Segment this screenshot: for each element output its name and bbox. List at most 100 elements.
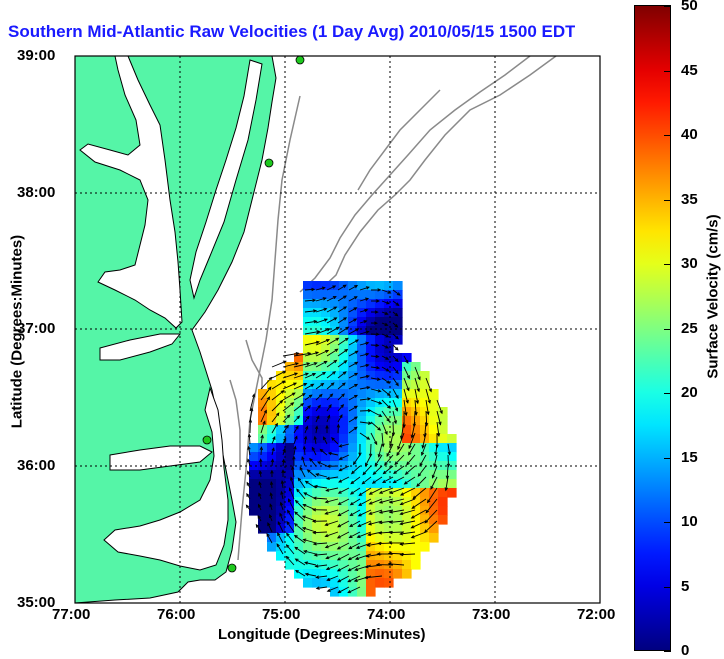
velocity-vector-head xyxy=(315,575,320,579)
velocity-cell xyxy=(411,398,421,408)
velocity-cell xyxy=(285,452,295,462)
velocity-vector xyxy=(337,414,343,423)
velocity-vector-head xyxy=(405,359,409,364)
velocity-vector xyxy=(305,480,317,489)
velocity-vector xyxy=(304,373,316,379)
velocity-cell xyxy=(321,524,331,534)
velocity-cell xyxy=(276,407,286,417)
velocity-cell xyxy=(339,515,349,525)
velocity-vector xyxy=(290,477,295,489)
velocity-vector xyxy=(359,320,367,324)
velocity-vector xyxy=(255,524,262,533)
velocity-vector xyxy=(288,498,295,511)
velocity-cell xyxy=(303,515,313,525)
station-marker[interactable] xyxy=(227,563,237,573)
velocity-vector-head xyxy=(353,426,358,431)
velocity-vector-head xyxy=(421,451,425,456)
velocity-vector xyxy=(281,480,284,489)
velocity-cell xyxy=(285,434,295,444)
velocity-cell xyxy=(348,317,358,327)
velocity-cell xyxy=(384,488,394,498)
velocity-vector-head xyxy=(354,372,359,377)
velocity-vector xyxy=(325,520,339,526)
velocity-vector-head xyxy=(438,421,442,426)
velocity-vector xyxy=(326,296,337,302)
velocity-cell xyxy=(375,407,385,417)
velocity-cell xyxy=(339,407,349,417)
velocity-vector-head xyxy=(299,466,303,471)
velocity-cell xyxy=(384,461,394,471)
velocity-cell xyxy=(303,344,313,354)
velocity-vector xyxy=(337,306,347,313)
velocity-cell xyxy=(402,542,412,552)
station-marker[interactable] xyxy=(202,435,212,445)
velocity-vector xyxy=(317,461,328,467)
velocity-cell xyxy=(438,425,448,435)
velocity-cell xyxy=(366,299,376,309)
velocity-vector xyxy=(315,415,320,423)
velocity-vector-head xyxy=(354,405,358,410)
velocity-vector-head xyxy=(338,444,343,448)
velocity-cell xyxy=(276,506,286,516)
velocity-vector-head xyxy=(377,288,382,292)
velocity-vector xyxy=(326,415,330,423)
velocity-vector-head xyxy=(343,306,348,310)
velocity-cell xyxy=(267,533,277,543)
velocity-vector xyxy=(392,333,399,340)
velocity-cell xyxy=(438,407,448,417)
velocity-cell xyxy=(348,533,358,543)
velocity-vector xyxy=(411,531,427,539)
velocity-vector xyxy=(293,383,307,390)
velocity-vector xyxy=(400,531,416,535)
station-marker[interactable] xyxy=(295,55,305,65)
velocity-vector xyxy=(337,337,349,346)
velocity-vector-head xyxy=(365,286,370,290)
velocity-vector xyxy=(293,436,298,445)
velocity-vector-head xyxy=(251,393,256,398)
velocity-vector-head xyxy=(339,414,343,419)
velocity-cell xyxy=(285,506,295,516)
velocity-vector-head xyxy=(367,421,373,425)
velocity-vector xyxy=(435,443,438,456)
velocity-vector xyxy=(315,287,325,291)
velocity-cell xyxy=(366,326,376,336)
velocity-vector-head xyxy=(326,328,331,332)
velocity-vector-head xyxy=(328,404,332,408)
velocity-vector-head xyxy=(293,523,298,527)
velocity-vector xyxy=(359,309,368,313)
velocity-cell xyxy=(348,380,358,390)
velocity-vector xyxy=(282,402,294,412)
velocity-cell xyxy=(384,515,394,525)
velocity-vector-head xyxy=(336,535,341,539)
velocity-cell xyxy=(330,443,340,453)
velocity-vector-head xyxy=(416,483,420,488)
velocity-cell xyxy=(339,578,349,588)
velocity-vector xyxy=(282,459,285,467)
velocity-cell xyxy=(294,569,304,579)
velocity-cell xyxy=(339,470,349,480)
colorbar-tick-label: 45 xyxy=(681,61,698,79)
velocity-cell xyxy=(258,470,268,480)
velocity-vector xyxy=(419,454,427,466)
velocity-vector xyxy=(372,476,383,484)
velocity-vector xyxy=(326,337,339,346)
velocity-cell xyxy=(402,371,412,381)
velocity-cell xyxy=(258,434,268,444)
velocity-cell xyxy=(393,524,403,534)
velocity-cell xyxy=(312,497,322,507)
velocity-cell xyxy=(393,470,403,480)
velocity-vector-head xyxy=(394,407,399,412)
velocity-cell xyxy=(384,335,394,345)
velocity-vector-head xyxy=(322,297,327,301)
velocity-field xyxy=(249,281,457,597)
velocity-vector-head xyxy=(306,415,310,420)
velocity-vector-head xyxy=(354,556,359,560)
velocity-vector xyxy=(381,432,384,447)
velocity-vector-head xyxy=(445,475,450,480)
velocity-cell xyxy=(348,461,358,471)
velocity-cell xyxy=(348,281,358,291)
velocity-cell xyxy=(384,398,394,408)
velocity-vector xyxy=(370,399,382,405)
station-marker[interactable] xyxy=(264,158,274,168)
